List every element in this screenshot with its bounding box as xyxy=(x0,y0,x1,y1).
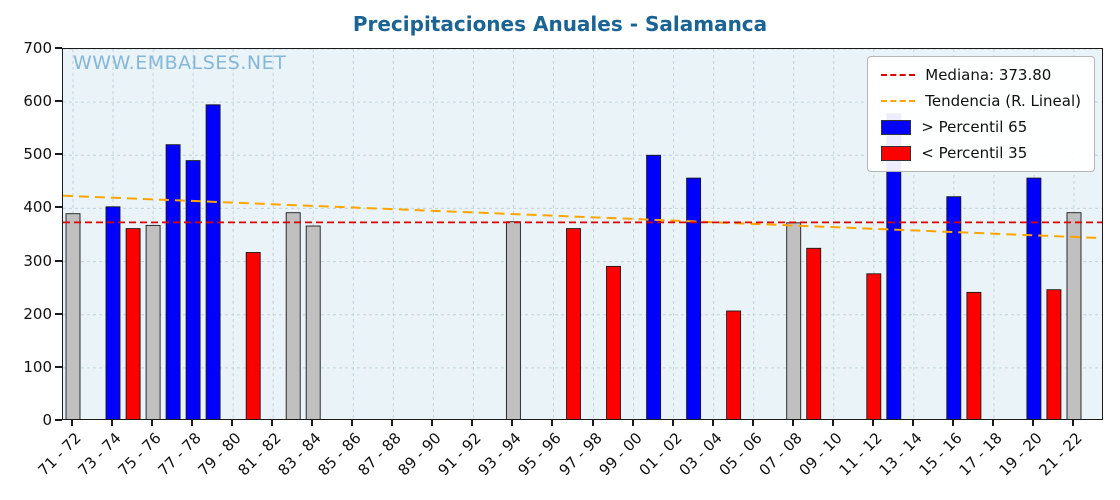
x-tick-mark xyxy=(591,420,594,426)
bar: 82 - 83: 392 xyxy=(285,212,301,419)
bar: 00 - 01: 500 xyxy=(646,154,662,419)
x-tick-mark xyxy=(431,420,434,426)
x-tick-mark xyxy=(471,420,474,426)
bar: 80 - 81: 317 xyxy=(245,252,261,419)
bar: 19 - 20: 457 xyxy=(1026,177,1042,419)
y-tick-label: 400 xyxy=(23,198,52,217)
y-tick-mark xyxy=(55,259,62,262)
y-tick-mark xyxy=(55,365,62,368)
x-tick-mark xyxy=(71,420,73,426)
y-tick-label: 500 xyxy=(23,145,52,164)
x-tick-mark xyxy=(1071,420,1074,426)
x-tick-mark xyxy=(711,420,714,426)
legend-item-trend: Tendencia (R. Lineal) xyxy=(881,92,1081,110)
bar: 08 - 09: 325 xyxy=(806,247,822,419)
above-percentile-swatch xyxy=(881,119,912,135)
y-tick-label: 600 xyxy=(23,92,52,111)
x-tick-mark xyxy=(671,420,674,426)
x-tick-mark xyxy=(151,420,154,426)
x-tick-mark xyxy=(391,420,394,426)
legend-item-above-percentile: > Percentil 65 xyxy=(881,118,1081,136)
bar: 11 - 12: 277 xyxy=(866,273,882,419)
bar: 15 - 16: 422 xyxy=(946,196,962,419)
bar: 76 - 77: 520 xyxy=(165,144,181,419)
x-tick-mark xyxy=(871,420,874,426)
x-tick-mark xyxy=(631,420,634,426)
chart-title: Precipitaciones Anuales - Salamanca xyxy=(352,12,768,36)
bar: 20 - 21: 247 xyxy=(1046,289,1062,419)
y-tick-mark xyxy=(55,100,62,103)
y-tick-label: 300 xyxy=(23,251,52,270)
bar: 77 - 78: 490 xyxy=(185,160,201,419)
bar: 07 - 08: 373 xyxy=(786,222,802,419)
y-tick-mark xyxy=(55,206,62,209)
x-tick-mark xyxy=(351,420,354,426)
x-tick-mark xyxy=(991,420,994,426)
bar: 21 - 22: 392 xyxy=(1066,212,1082,419)
y-tick-label: 200 xyxy=(23,304,52,323)
watermark: WWW.EMBALSES.NET xyxy=(73,52,287,74)
legend-label-median: Mediana: 373.80 xyxy=(925,66,1052,84)
y-tick-label: 700 xyxy=(23,39,52,57)
y-tick-label: 0 xyxy=(42,411,52,429)
bar: 02 - 03: 457 xyxy=(686,177,702,419)
x-tick-mark xyxy=(111,420,114,426)
x-tick-mark xyxy=(511,420,514,426)
x-tick-mark xyxy=(1031,420,1034,426)
bar: 78 - 79: 595 xyxy=(205,104,221,419)
bar: 71 - 72: 390 xyxy=(65,213,81,419)
bar: 73 - 74: 403 xyxy=(105,206,121,419)
y-tick-label: 100 xyxy=(23,357,52,376)
bar: 98 - 99: 291 xyxy=(606,265,621,419)
trend-line xyxy=(63,194,1102,240)
x-tick-mark xyxy=(911,420,914,426)
legend-item-median: Mediana: 373.80 xyxy=(881,66,1081,84)
x-tick-mark xyxy=(551,420,554,426)
trend-dash-sample xyxy=(881,100,916,102)
y-tick-mark xyxy=(55,419,62,421)
bar: 93 - 94: 375 xyxy=(505,221,521,419)
legend-label-trend: Tendencia (R. Lineal) xyxy=(925,92,1081,110)
bar-chart-canvas: 71 - 72: 390 73 - 74: 40374 - 75: 36275 -… xyxy=(63,49,1102,419)
x-tick-mark xyxy=(751,420,754,426)
x-tick-mark xyxy=(791,420,794,426)
bar: 75 - 76: 368 xyxy=(145,224,161,419)
x-tick-mark xyxy=(831,420,834,426)
x-tick-mark xyxy=(271,420,274,426)
y-tick-mark xyxy=(55,312,62,315)
bar: 04 - 05: 207 xyxy=(726,310,742,419)
y-tick-mark xyxy=(55,47,62,49)
plot-area: 71 - 72: 390 73 - 74: 40374 - 75: 36275 -… xyxy=(62,48,1103,420)
legend-item-below-percentile: < Percentil 35 xyxy=(881,144,1081,162)
bar: 96 - 97: 362 xyxy=(566,228,581,419)
legend-label-above: > Percentil 65 xyxy=(921,118,1028,136)
y-tick-mark xyxy=(55,153,62,156)
bar: 74 - 75: 362 xyxy=(125,228,141,419)
bar: 16 - 17: 242 xyxy=(966,291,982,419)
median-dash-sample xyxy=(881,74,916,76)
legend: Mediana: 373.80 Tendencia (R. Lineal) > … xyxy=(867,56,1095,172)
x-tick-mark xyxy=(231,420,234,426)
x-tick-mark xyxy=(311,420,314,426)
legend-label-below: < Percentil 35 xyxy=(921,144,1028,162)
x-tick-mark xyxy=(951,420,954,426)
bar: 83 - 84: 367 xyxy=(305,225,321,419)
x-tick-mark xyxy=(191,420,194,426)
below-percentile-swatch xyxy=(881,145,912,161)
